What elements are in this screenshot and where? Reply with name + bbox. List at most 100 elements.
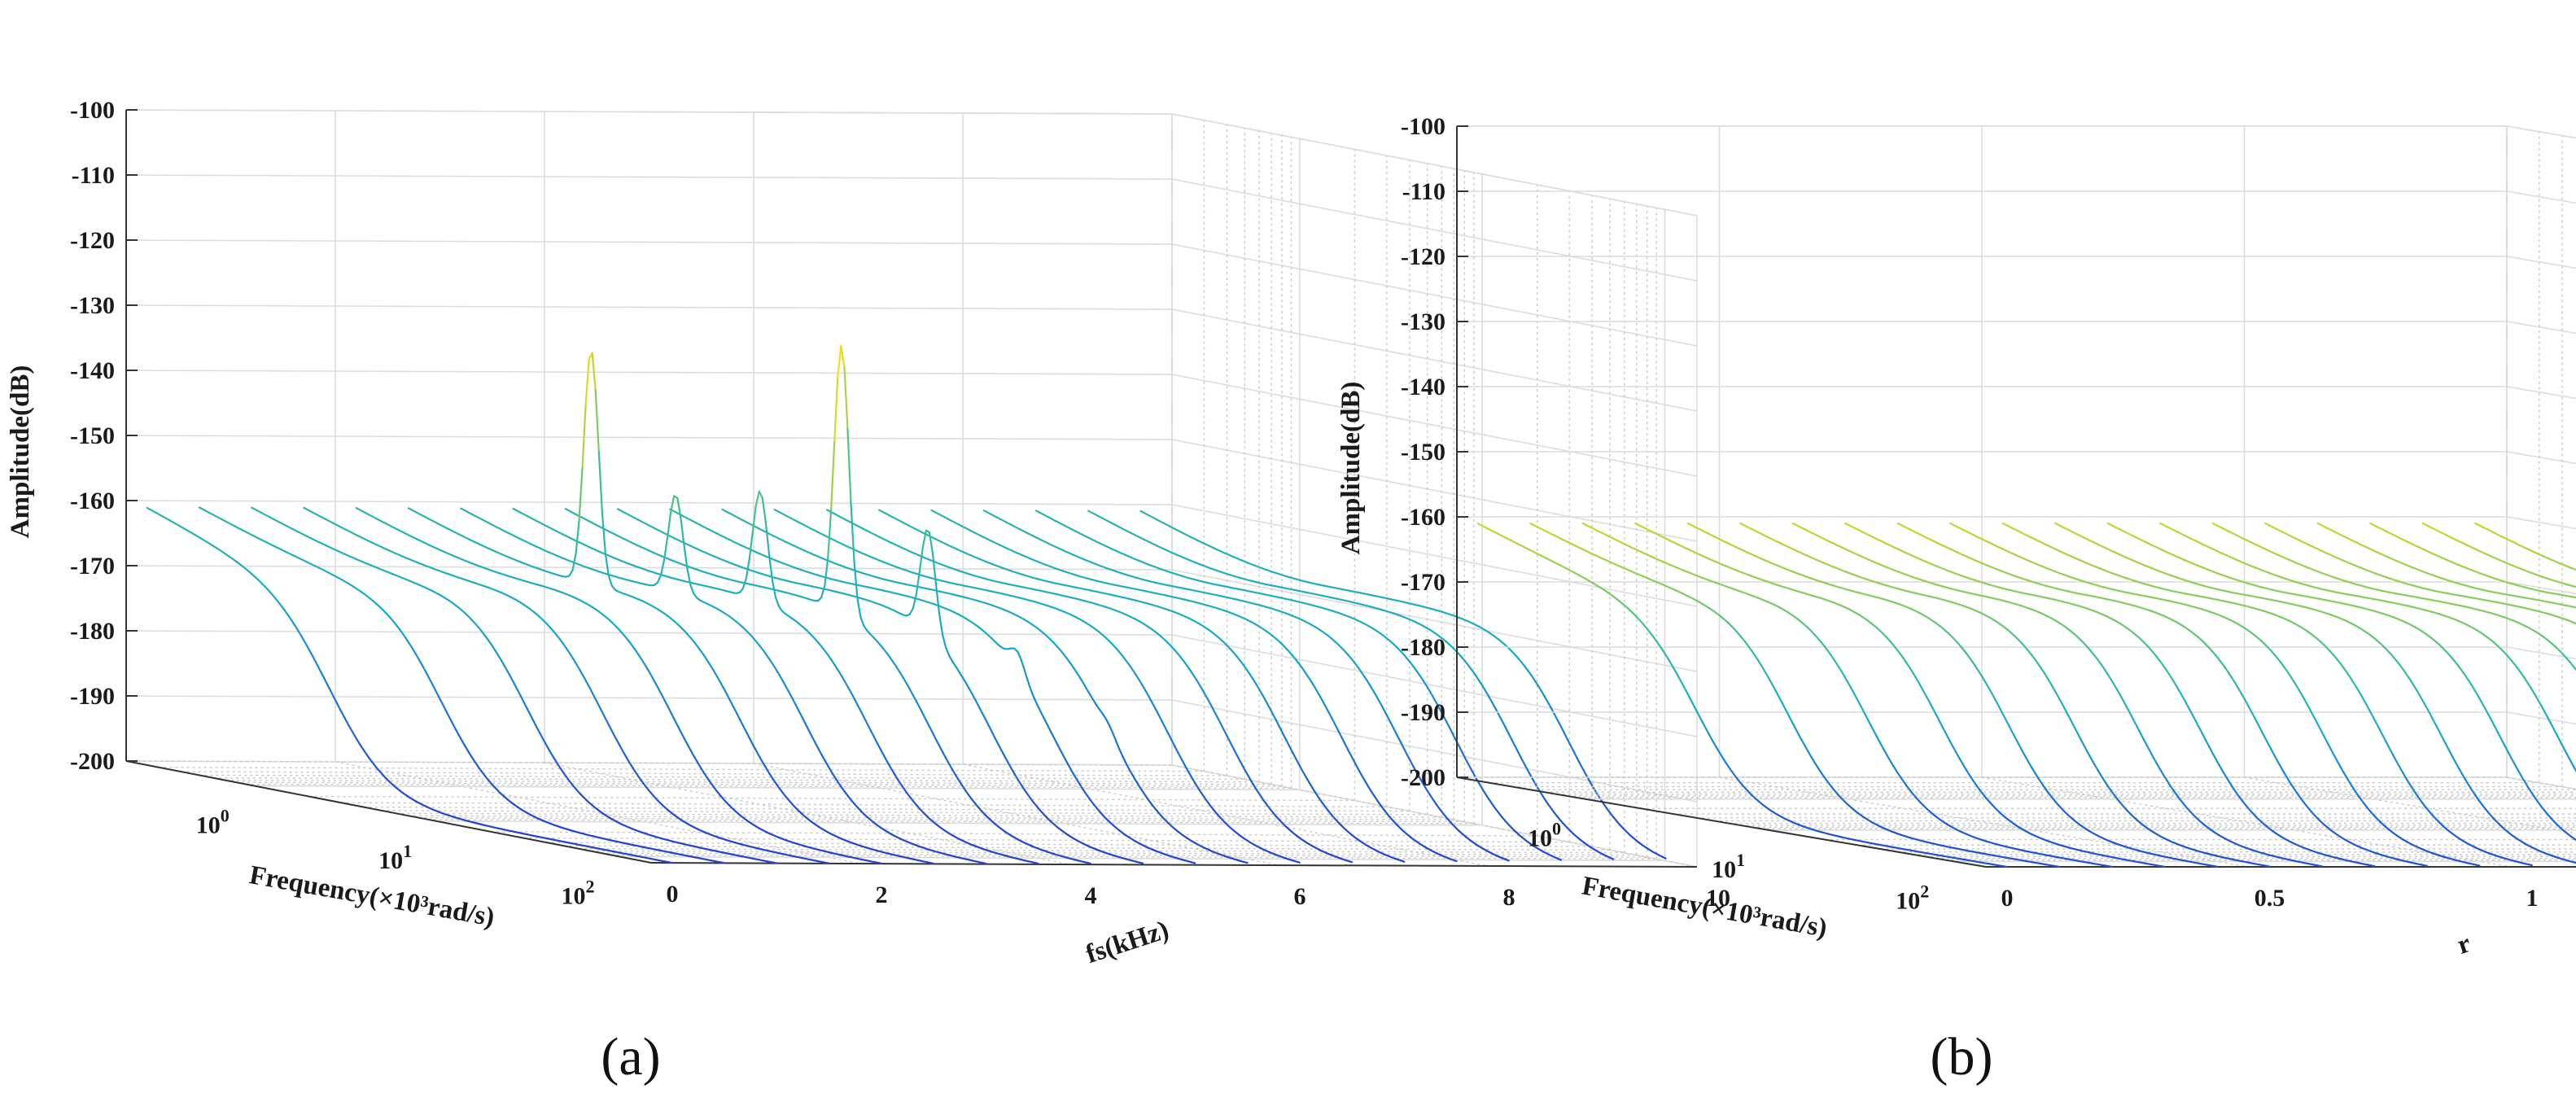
y-tick-label: 8: [1503, 884, 1515, 911]
series-7-segment: [850, 691, 855, 700]
series-8-segment: [942, 751, 947, 759]
series-9-segment: [981, 711, 986, 720]
series-3-segment: [634, 771, 640, 778]
series-6-segment: [683, 543, 689, 570]
series-17-segment: [1435, 702, 1441, 710]
series-15-segment: [1367, 785, 1372, 793]
series-3-segment: [581, 674, 588, 683]
series-7-segment: [882, 755, 889, 763]
series-17-segment: [1485, 793, 1490, 800]
series-3-segment: [578, 668, 584, 676]
series-10-segment: [1056, 742, 1062, 751]
series-17-segment: [1419, 674, 1424, 682]
series-7-segment: [758, 490, 763, 500]
gridline-z: [1171, 178, 1698, 282]
series-17-segment: [1422, 680, 1428, 687]
series-9-segment: [944, 646, 951, 657]
series-7-segment: [754, 490, 760, 507]
series-17-segment: [1478, 782, 1484, 790]
series-1-segment: [421, 664, 427, 673]
z-tick-label: -120: [70, 227, 115, 254]
series-6-segment: [761, 648, 768, 655]
series-1-segment: [431, 683, 437, 692]
series-4-segment: [670, 712, 676, 721]
series-14-segment: [1324, 806, 1330, 812]
series-8-segment: [827, 507, 833, 560]
floor-gridline-x: [253, 785, 1300, 791]
series-18-segment: [1471, 669, 1477, 676]
series-7-segment: [856, 704, 862, 713]
series-12-segment: [1144, 689, 1150, 698]
series-10-segment: [1020, 658, 1026, 671]
series-14-segment: [1281, 732, 1288, 741]
series-3-segment: [575, 663, 581, 671]
series-12-segment: [1206, 801, 1213, 807]
series-11-segment: [1072, 666, 1078, 674]
series-17-segment: [1451, 733, 1458, 741]
series-13-segment: [1232, 748, 1239, 757]
series-12-segment: [2473, 689, 2479, 698]
series-10-segment: [1036, 704, 1042, 713]
series-7-segment: [824, 650, 829, 657]
series-12-segment: [2467, 679, 2473, 686]
series-14-segment: [1298, 763, 1304, 772]
series-8-segment: [886, 652, 891, 659]
series-16-segment: [1386, 715, 1392, 724]
series-5-segment: [699, 650, 705, 657]
gridline-z: [2506, 386, 2576, 400]
series-0-segment: [317, 664, 322, 673]
series-5-segment: [712, 669, 719, 678]
series-4-segment: [667, 706, 672, 715]
z-tick-label: -170: [70, 553, 115, 580]
series-14-segment: [1275, 719, 1281, 728]
series-3-segment: [558, 638, 565, 645]
series-6-segment: [670, 495, 676, 513]
series-19-segment: [1576, 757, 1581, 766]
series-14-segment: [1265, 701, 1271, 709]
series-7-segment: [899, 782, 905, 790]
series-15-segment: [1347, 749, 1353, 758]
series-7-segment: [859, 710, 865, 719]
series-4-segment: [706, 776, 712, 784]
x-tick-label: 100: [196, 805, 230, 838]
series-3-segment: [584, 680, 591, 689]
series-6-segment: [667, 510, 672, 538]
series-16-segment: [1432, 798, 1438, 806]
series-7-segment: [761, 497, 768, 524]
series-3-segment: [568, 652, 575, 660]
series-10-segment: [1075, 778, 1082, 786]
series-5-segment: [732, 706, 738, 715]
series-18-segment: [1474, 674, 1480, 681]
series-13-segment: [1216, 715, 1222, 725]
series-6-segment: [659, 558, 666, 576]
series-11-segment: [1243, 860, 1249, 864]
series-15-segment: [1370, 790, 1375, 798]
series-14-segment: [1271, 713, 1278, 722]
series-5-segment: [775, 782, 781, 790]
series-9-segment: [997, 743, 1003, 752]
series-7-segment: [889, 766, 895, 774]
series-19-segment: [1523, 665, 1529, 671]
series-15-segment: [1324, 704, 1330, 713]
series-0-segment: [326, 684, 332, 693]
series-12-segment: [1141, 684, 1147, 692]
series-2-segment: [529, 714, 536, 723]
z-tick-label: -150: [70, 422, 115, 449]
series-13-segment: [1222, 728, 1228, 737]
series-13-segment: [1242, 766, 1249, 775]
floor-gridline-y: [962, 763, 1489, 867]
series-16-segment: [1415, 772, 1422, 780]
series-5-segment: [759, 755, 764, 764]
series-9-segment: [947, 654, 954, 663]
series-10-segment: [1065, 761, 1072, 770]
series-10-segment: [1039, 711, 1045, 720]
series-16-segment: [1354, 662, 1359, 668]
series-5-segment: [772, 777, 777, 785]
series-9-segment: [912, 593, 917, 610]
series-13-segment: [1347, 860, 1354, 864]
z-tick-label: -170: [1401, 569, 1445, 596]
series-2-segment: [516, 689, 522, 698]
series-16-segment: [1412, 766, 1418, 774]
series-14-segment: [1321, 801, 1327, 808]
series-2-segment: [523, 701, 528, 711]
